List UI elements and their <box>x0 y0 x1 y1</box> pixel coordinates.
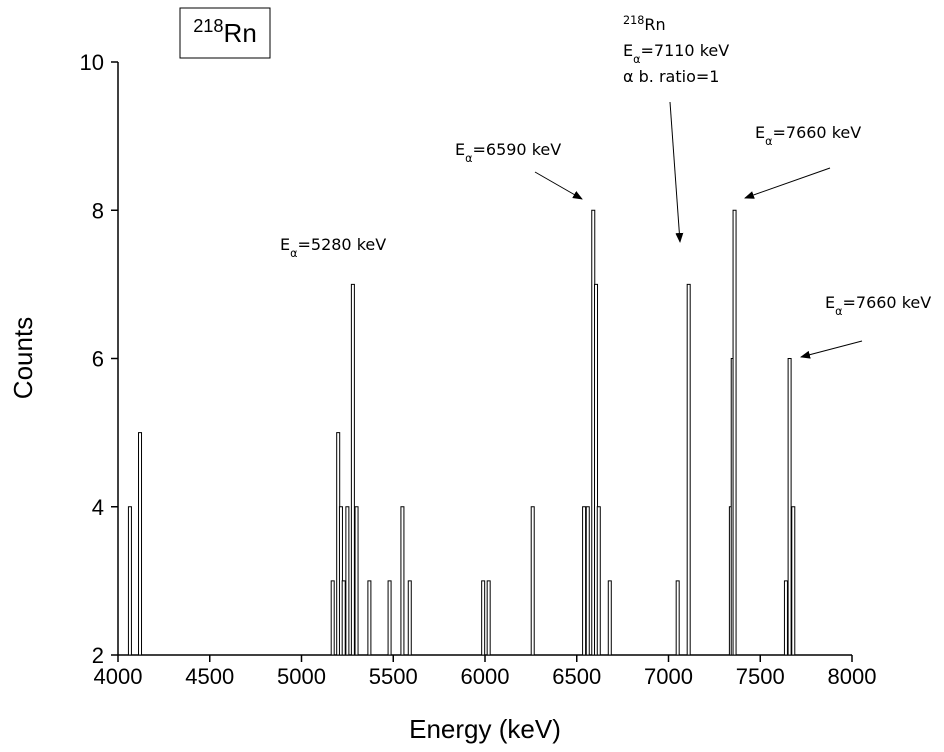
text-part: α <box>835 305 842 318</box>
bar <box>594 283 599 656</box>
text-part: E <box>825 293 835 312</box>
title-box <box>179 7 271 59</box>
y-tick-label: 4 <box>92 495 104 520</box>
bar <box>607 580 612 656</box>
annotation-arrow <box>534 171 583 200</box>
text-part: α <box>465 152 472 165</box>
x-tick-label: 4000 <box>94 664 143 689</box>
bar <box>582 506 587 656</box>
y-tick-label: 8 <box>92 198 104 223</box>
text-part: =5280 keV <box>297 235 386 254</box>
text-part: 218 <box>623 14 644 27</box>
bar <box>486 580 491 656</box>
x-tick-label: 7000 <box>644 664 693 689</box>
x-tick-label: 6500 <box>552 664 601 689</box>
text-part: E <box>455 140 465 159</box>
y-axis-label: Counts <box>8 317 38 399</box>
text-part: Rn <box>224 18 257 48</box>
y-tick-label: 10 <box>80 50 104 75</box>
bar <box>791 506 796 656</box>
bar <box>732 209 737 656</box>
text-part: =7110 keV <box>640 41 729 60</box>
text-part: E <box>280 235 290 254</box>
bar <box>530 506 535 656</box>
x-axis-label: Energy (keV) <box>409 714 561 744</box>
bar <box>341 580 346 656</box>
text-part: =6590 keV <box>472 140 561 159</box>
text-part: E <box>623 41 633 60</box>
bar <box>350 283 355 656</box>
text-part: α b. ratio=1 <box>623 67 719 86</box>
bar <box>138 432 143 656</box>
annotation: Eα=7660 keV <box>825 293 931 318</box>
annotation: Eα=6590 keV <box>455 140 561 165</box>
text-part: =7660 keV <box>772 123 861 142</box>
x-tick-label: 6000 <box>461 664 510 689</box>
bar <box>686 283 691 656</box>
text-part: α <box>633 53 640 66</box>
annotation-arrow <box>800 340 863 359</box>
bar <box>387 580 392 656</box>
annotation: Eα=7110 keV <box>623 41 729 66</box>
text-part: α <box>765 135 772 148</box>
bar <box>345 506 350 656</box>
bar <box>400 506 405 656</box>
bar <box>127 506 132 656</box>
bar <box>330 580 335 656</box>
bar <box>481 580 486 656</box>
bar <box>354 506 359 656</box>
annotation-arrow <box>669 101 684 243</box>
annotation: 218Rn <box>623 14 666 35</box>
text-part: Rn <box>644 15 665 34</box>
title-text: 218Rn <box>193 16 257 48</box>
x-tick-label: 5000 <box>277 664 326 689</box>
annotation: α b. ratio=1 <box>623 67 719 86</box>
annotation: Eα=7660 keV <box>755 123 861 148</box>
bar <box>596 506 601 656</box>
bar <box>787 358 792 656</box>
x-tick-label: 4500 <box>185 664 234 689</box>
y-tick-label: 2 <box>92 643 104 668</box>
text-part: 218 <box>193 16 223 36</box>
bar <box>675 580 680 656</box>
bar <box>585 506 590 656</box>
bar <box>783 580 788 656</box>
text-part: α <box>290 247 297 260</box>
y-tick-label: 6 <box>92 347 104 372</box>
x-tick-label: 5500 <box>369 664 418 689</box>
x-tick-label: 8000 <box>828 664 877 689</box>
annotation-arrow <box>744 167 831 199</box>
x-tick-label: 7500 <box>736 664 785 689</box>
text-part: =7660 keV <box>842 293 931 312</box>
text-part: E <box>755 123 765 142</box>
bar <box>367 580 372 656</box>
annotation: Eα=5280 keV <box>280 235 386 260</box>
bar <box>407 580 412 656</box>
